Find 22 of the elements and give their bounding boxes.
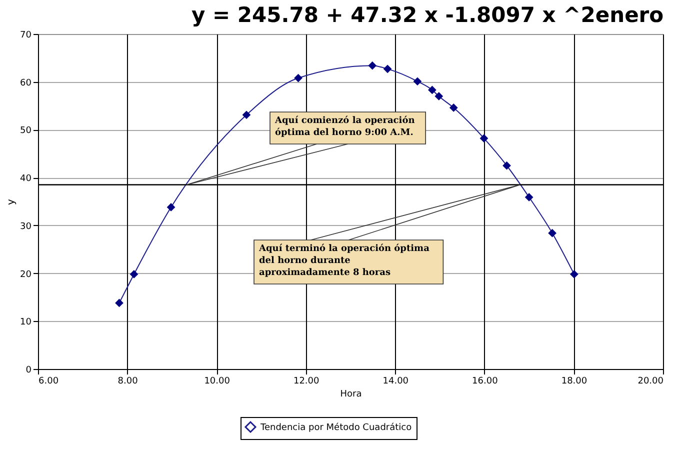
chart-title: y = 245.78 + 47.32 x -1.8097 x ^2enero [191,3,664,27]
y-tick-label: 0 [26,366,32,376]
y-tick-label: 50 [20,126,32,136]
legend-label: Tendencia por Método Cuadrático [260,422,412,433]
x-tick-label: 16.00 [472,376,498,386]
x-tick-label: 6.00 [38,376,59,386]
x-tick-label: 8.00 [118,376,138,386]
x-tick-label: 18.00 [561,376,588,386]
x-tick-label: 20.00 [638,376,664,386]
y-tick-label: 70 [20,30,32,40]
x-tick-label: 10.00 [204,376,230,386]
x-tick-label: 12.00 [293,376,320,386]
annotation: Aquí comienzó la operación óptima del horno 9:00 A.M. [274,115,416,138]
y-tick-label: 60 [20,78,32,88]
y-tick-label: 30 [20,222,32,232]
y-axis-title: y [6,198,18,205]
y-tick-label: 40 [20,174,32,184]
annotation: Aquí terminó la operación óptima del horno durante aproximadamente 8 horas [258,243,430,278]
y-tick-label: 10 [20,318,32,328]
x-axis-title: Hora [340,390,362,400]
x-tick-label: 14.00 [382,376,409,386]
y-tick-label: 20 [20,270,32,280]
